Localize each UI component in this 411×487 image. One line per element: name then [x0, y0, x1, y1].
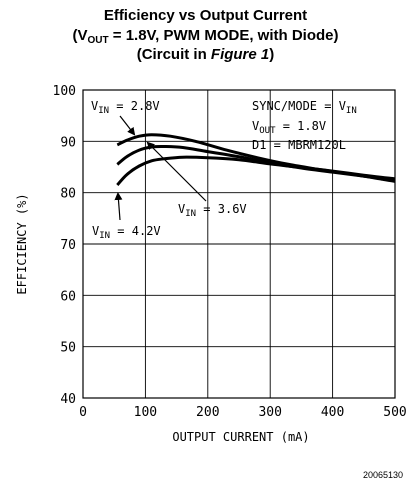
- y-tick-label: 50: [60, 341, 76, 356]
- arrow-vin-3-6v: [146, 141, 207, 202]
- x-tick-label: 0: [79, 405, 87, 420]
- chart-subtitle: (VOUT = 1.8V, PWM MODE, with Diode): [72, 27, 339, 46]
- y-tick-label: 100: [53, 84, 76, 99]
- y-tick-label: 80: [60, 187, 76, 202]
- series-label-vin-3-6v: VIN = 3.6V: [178, 202, 247, 219]
- x-tick-label: 200: [196, 405, 219, 420]
- y-tick-label: 40: [60, 392, 76, 407]
- chart-title: Efficiency vs Output Current: [103, 7, 308, 24]
- y-tick-label: 70: [60, 238, 76, 253]
- x-tick-label: 500: [383, 405, 406, 420]
- annotation-sync-mode: SYNC/MODE = VIN: [252, 99, 357, 116]
- arrow-vin-2-8v: [119, 115, 136, 136]
- series-label-vin-4-2v: VIN = 4.2V: [92, 224, 161, 241]
- annotation-diode: D1 = MBRM120L: [252, 138, 346, 152]
- figure-id: 20065130: [362, 470, 403, 480]
- plot-area: [82, 89, 396, 399]
- y-tick-label: 60: [60, 289, 76, 304]
- arrow-vin-4-2v: [114, 192, 123, 221]
- y-tick-label: 90: [60, 135, 76, 150]
- x-tick-label: 300: [258, 405, 281, 420]
- series-label-vin-2-8v: VIN = 2.8V: [91, 99, 160, 116]
- chart-circuit-note: (Circuit in Figure 1): [136, 46, 275, 63]
- x-tick-label: 100: [134, 405, 157, 420]
- annotation-vout: VOUT = 1.8V: [252, 119, 326, 136]
- series-line-vin-4-2v: [116, 155, 396, 187]
- x-axis-label: OUTPUT CURRENT (mA): [172, 430, 309, 444]
- x-tick-label: 400: [321, 405, 344, 420]
- y-axis-label: EFFICIENCY (%): [15, 193, 29, 294]
